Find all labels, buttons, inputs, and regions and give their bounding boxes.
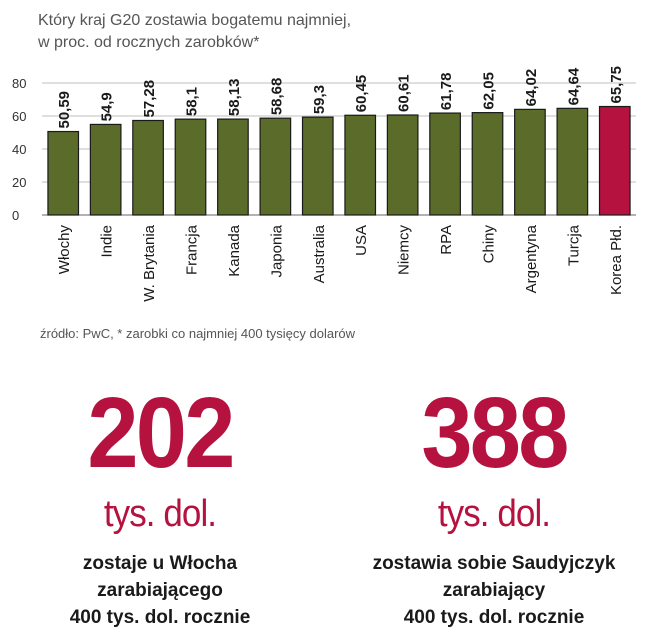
bar (429, 112, 461, 216)
category-label: Włochy (56, 225, 73, 275)
stat-desc-line: 400 tys. dol. rocznie (403, 607, 585, 628)
data-label: 54,9 (99, 92, 116, 121)
chart-title-line-1: Który kraj G20 zostawia bogatemu najmnie… (38, 12, 352, 29)
category-label: Turcja (565, 224, 582, 266)
data-label: 58,68 (268, 78, 285, 116)
y-tick-label: 60 (12, 109, 26, 124)
bar (301, 116, 334, 216)
data-label: 58,1 (184, 87, 201, 116)
data-label: 59,3 (311, 85, 328, 114)
data-label: 58,13 (226, 79, 243, 117)
category-label: Argentyna (523, 224, 540, 293)
data-label: 60,61 (396, 74, 413, 112)
category-label: Japonia (268, 224, 285, 277)
data-label: 64,02 (523, 69, 540, 107)
stat-value: 202 (87, 377, 235, 489)
stat-desc-line: zarabiającego (97, 580, 223, 601)
y-tick-label: 0 (12, 208, 19, 223)
data-label: 64,64 (565, 67, 582, 105)
label-layer: 50,59 Włochy 54,9 Indie 57,28 W. Brytania 58,1… (56, 66, 625, 302)
stat-unit: tys. dol. (103, 493, 217, 535)
stat-saudi: 388 tys. dol. zostawia sobie Saudyjczyk … (334, 378, 654, 631)
bar (174, 118, 207, 216)
stat-desc-line: zarabiający (442, 580, 546, 601)
data-label: 65,75 (608, 66, 625, 104)
category-label: Indie (99, 225, 116, 258)
bar (47, 130, 80, 216)
bar (471, 112, 504, 216)
stat-description: zostawia sobie Saudyjczyk zarabiający 40… (334, 550, 654, 631)
category-label: Chiny (481, 225, 498, 264)
category-label: Niemcy (396, 225, 413, 276)
bar-layer (47, 105, 631, 216)
category-label: Australia (311, 224, 328, 283)
data-label: 62,05 (481, 72, 498, 110)
bar (514, 108, 546, 216)
data-label: 61,78 (438, 73, 455, 111)
stat-value: 388 (421, 377, 569, 489)
y-tick-label: 80 (12, 76, 26, 91)
category-label: W. Brytania (141, 224, 158, 301)
category-label: Francja (184, 224, 201, 275)
bar (344, 114, 377, 216)
stat-description: zostaje u Włocha zarabiającego 400 tys. … (0, 550, 320, 631)
y-tick-label: 20 (12, 175, 26, 190)
data-label: 50,59 (56, 91, 73, 129)
stat-italy: 202 tys. dol. zostaje u Włocha zarabiają… (0, 378, 320, 631)
stat-desc-line: 400 tys. dol. rocznie (69, 607, 251, 628)
bar (556, 107, 589, 216)
category-label: USA (353, 225, 370, 256)
bar (386, 114, 419, 216)
bar (89, 123, 122, 216)
y-tick-label: 40 (12, 142, 26, 157)
data-label: 60,45 (353, 75, 370, 113)
category-label: Korea Płd. (608, 225, 625, 295)
bar-chart: 0 20 40 60 80 50,59 Włochy 54,9 Indie 57,28 W. Br… (12, 66, 636, 302)
source-note: źródło: PwC, * zarobki co najmniej 400 t… (40, 326, 356, 341)
chart-title-line-2: w proc. od rocznych zarobków* (38, 34, 260, 51)
bar (259, 117, 292, 216)
stat-desc-line: zostaje u Włocha (82, 553, 238, 574)
chart-title: Który kraj G20 zostawia bogatemu najmnie… (38, 10, 438, 54)
category-label: RPA (438, 225, 455, 255)
stat-desc-line: zostawia sobie Saudyjczyk (372, 553, 616, 574)
stat-unit: tys. dol. (437, 493, 551, 535)
bar (598, 105, 631, 216)
bar (132, 119, 164, 216)
bar (217, 118, 249, 216)
category-label: Kanada (226, 224, 243, 276)
data-label: 57,28 (141, 80, 158, 118)
